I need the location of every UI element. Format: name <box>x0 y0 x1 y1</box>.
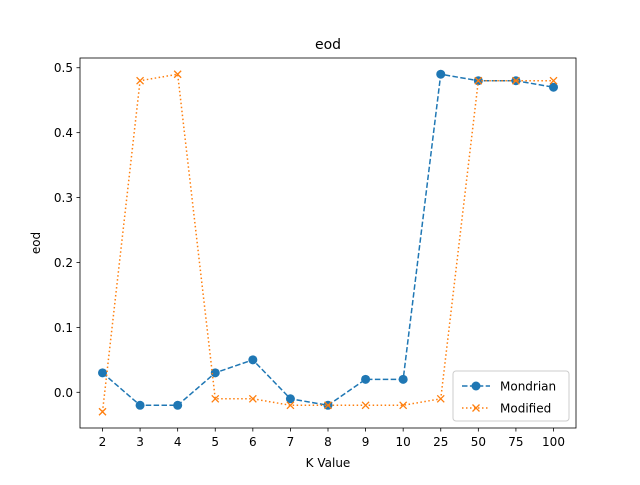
x-tick-label: 7 <box>287 435 295 449</box>
chart-title: eod <box>315 37 341 53</box>
y-tick-label: 0.3 <box>54 191 73 205</box>
x-tick-label: 10 <box>396 435 411 449</box>
x-axis-label: K Value <box>306 456 351 470</box>
data-point <box>173 70 182 79</box>
data-point <box>210 368 220 378</box>
data-point <box>285 394 295 404</box>
data-point <box>398 374 408 384</box>
legend-label: Modified <box>500 402 551 416</box>
data-point <box>436 69 446 79</box>
data-point <box>399 401 408 410</box>
legend: Mondrian Modified <box>452 370 570 422</box>
data-point <box>98 407 107 416</box>
data-point <box>511 76 520 85</box>
data-point <box>286 401 295 410</box>
data-point <box>361 401 370 410</box>
y-axis-label: eod <box>29 232 43 254</box>
axis-layer: 2 3 4 5 6 7 8 9 10 25 50 75 100 0.0 0.1 0.2 0.3 0.4 0.5 <box>54 57 577 449</box>
y-tick-label: 0.2 <box>54 256 73 270</box>
data-point <box>136 76 145 85</box>
data-point <box>474 76 483 85</box>
data-point <box>248 355 258 365</box>
x-tick-label: 4 <box>174 435 182 449</box>
data-point <box>549 82 558 92</box>
x-tick-label: 3 <box>136 435 144 449</box>
series-layer <box>98 69 558 416</box>
x-tick-label: 25 <box>433 435 448 449</box>
x-tick-label: 9 <box>362 435 370 449</box>
data-point <box>436 394 445 403</box>
series-modified <box>98 70 558 416</box>
legend-marker <box>471 381 481 391</box>
y-tick-label: 0.0 <box>54 386 73 400</box>
x-tick-label: 5 <box>211 435 219 449</box>
data-point <box>248 394 257 403</box>
legend-marker <box>472 404 480 412</box>
x-tick-label: 2 <box>99 435 107 449</box>
data-point <box>211 394 220 403</box>
y-tick-label: 0.4 <box>54 126 73 140</box>
legend-label: Mondrian <box>500 380 556 394</box>
x-tick-label: 6 <box>249 435 257 449</box>
data-point <box>173 400 183 410</box>
x-tick-label: 75 <box>508 435 523 449</box>
data-point <box>361 374 371 384</box>
data-point <box>98 368 107 378</box>
y-tick-label: 0.1 <box>54 321 73 335</box>
x-tick-label: 100 <box>542 435 565 449</box>
data-point <box>549 76 558 85</box>
y-tick-label: 0.5 <box>54 61 73 75</box>
x-tick-label: 50 <box>471 435 486 449</box>
x-tick-label: 8 <box>324 435 332 449</box>
data-point <box>324 401 332 410</box>
data-point <box>135 400 145 410</box>
